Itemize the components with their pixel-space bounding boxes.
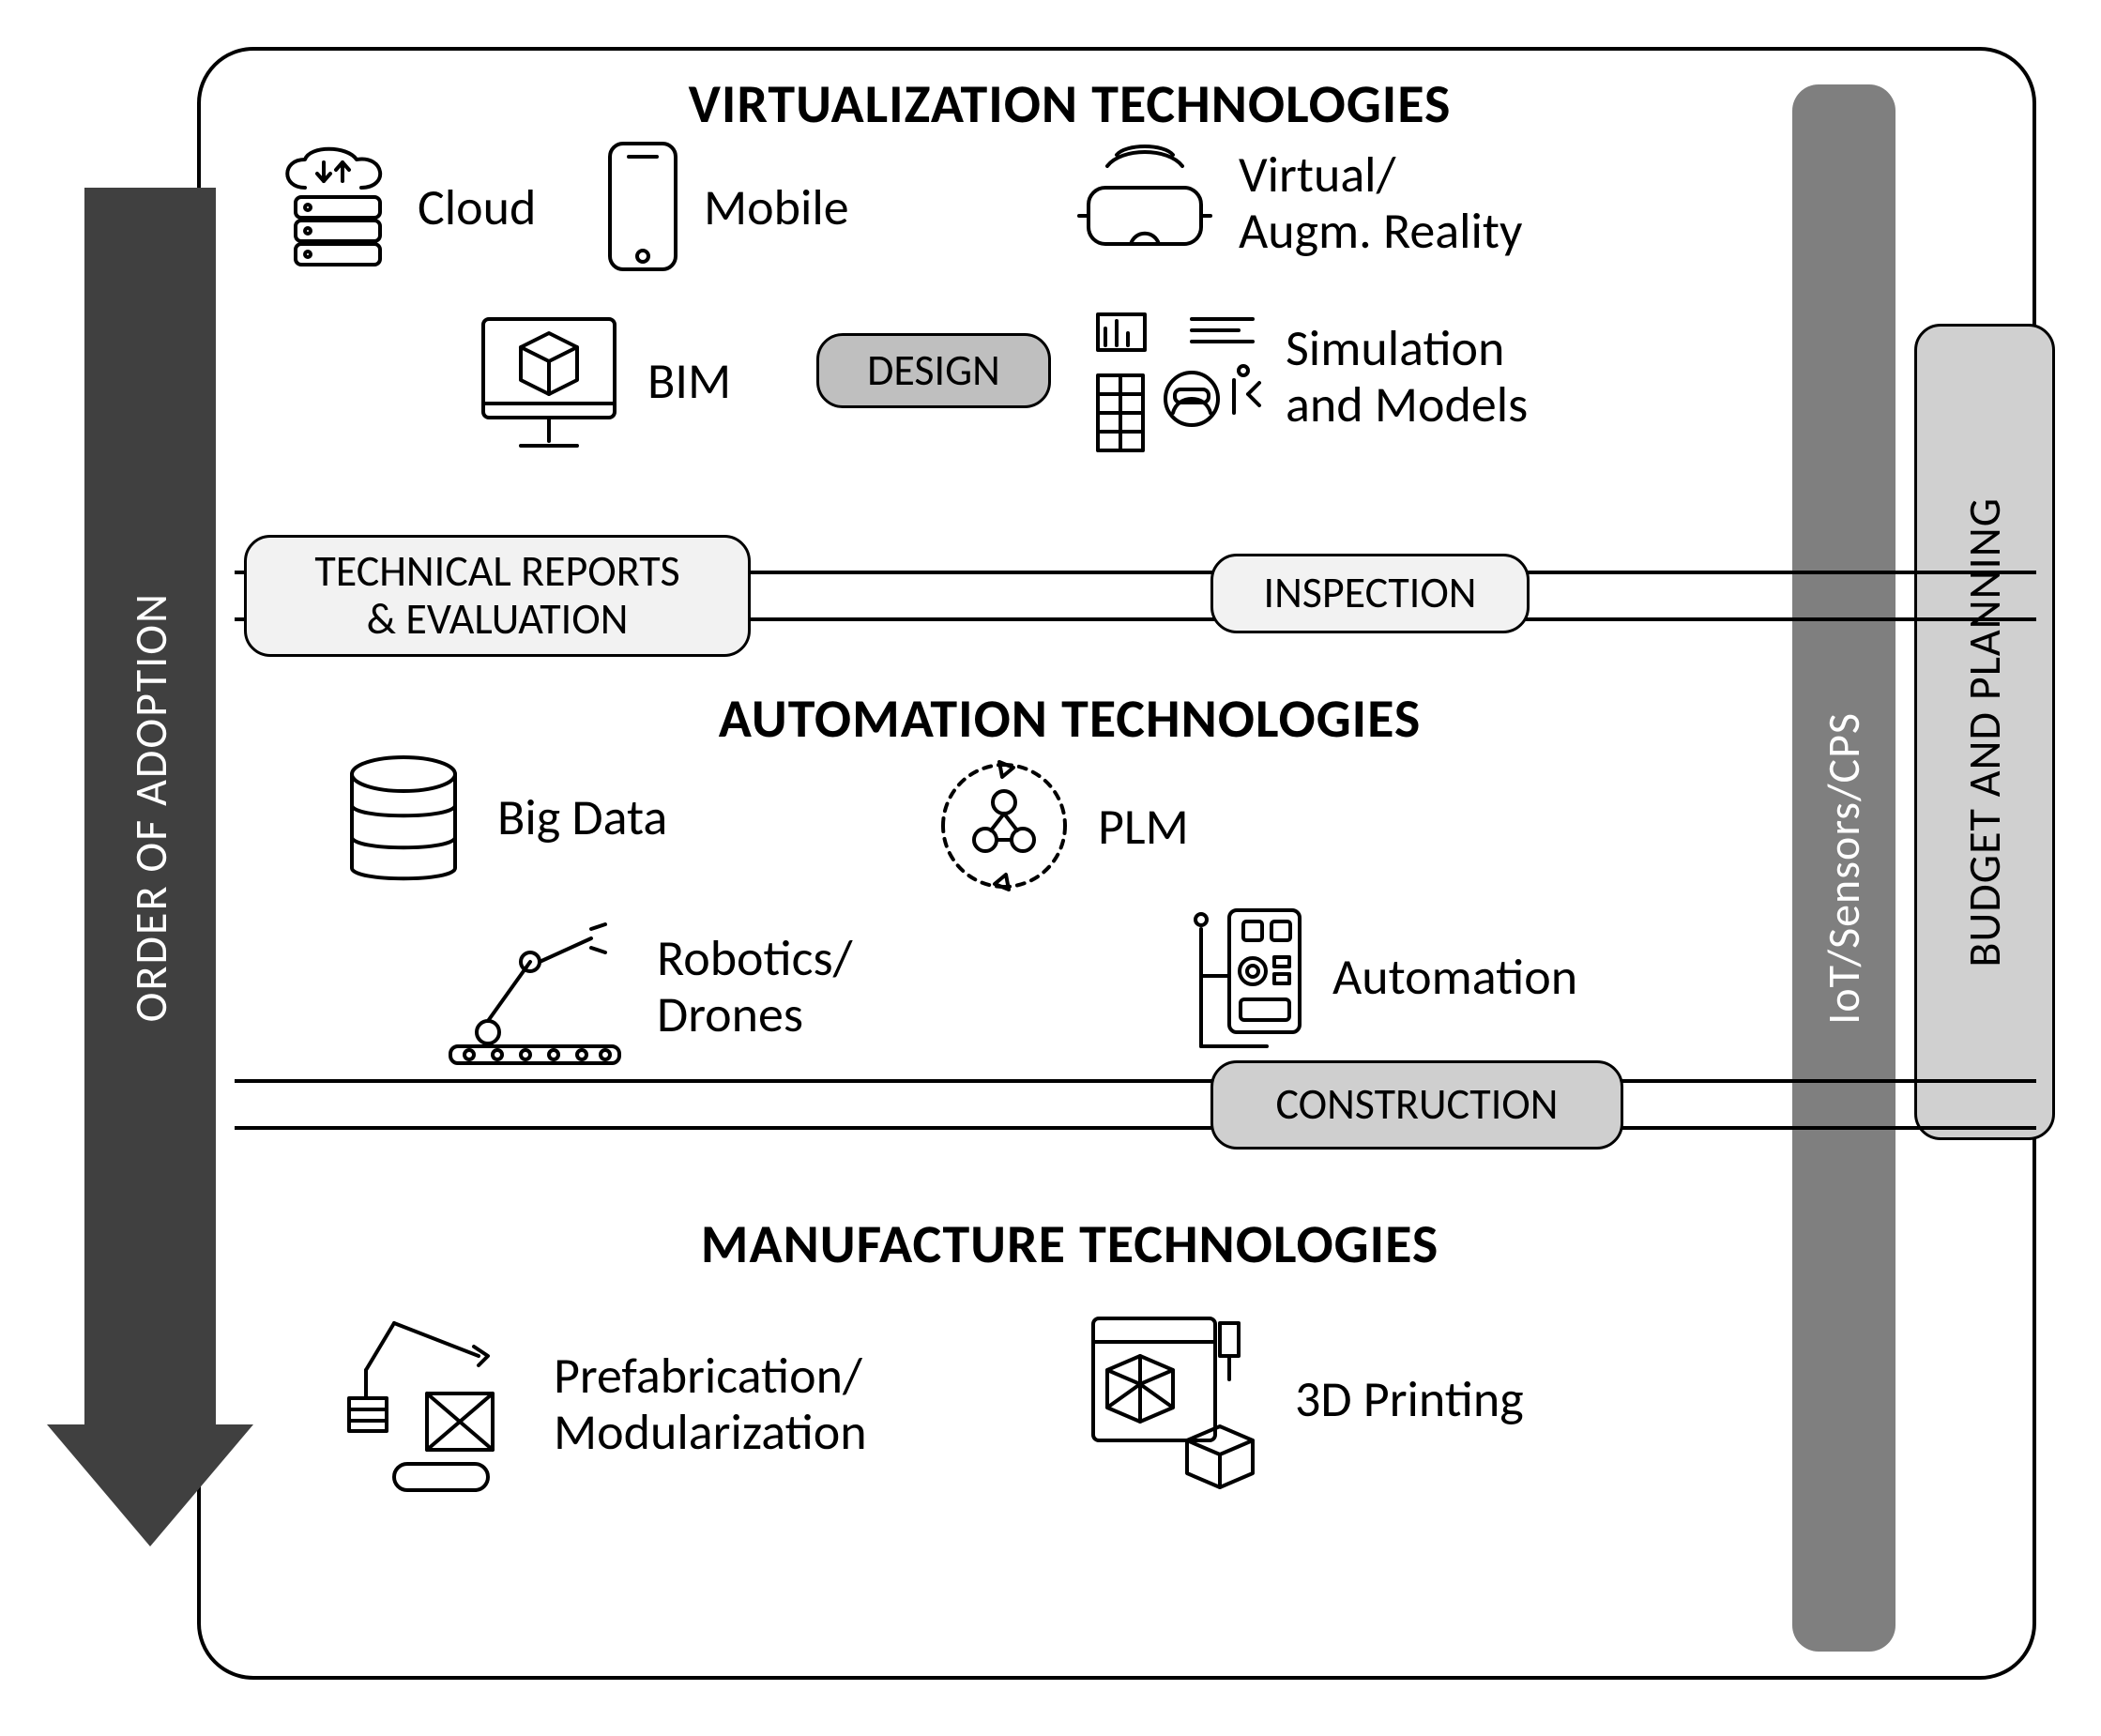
print3d-label: 3D Printing bbox=[1295, 1370, 1524, 1428]
construction-pill: CONSTRUCTION bbox=[1210, 1060, 1623, 1150]
cloud-label: Cloud bbox=[418, 178, 536, 236]
plm-label: PLM bbox=[1098, 798, 1189, 856]
vr-headset-icon bbox=[1070, 136, 1220, 267]
budget-bar: BUDGET AND PLANNING bbox=[1914, 324, 2055, 1140]
bigdata-label: Big Data bbox=[497, 788, 667, 846]
rule-mid-b bbox=[235, 1126, 2036, 1130]
cloud-server-icon bbox=[272, 145, 403, 267]
budget-bar-label: BUDGET AND PLANNING bbox=[1958, 497, 2010, 967]
robot-arm-icon bbox=[441, 910, 629, 1070]
robotics-l2: Drones bbox=[657, 985, 803, 1043]
tech-reports-l1: TECHNICAL REPORTS bbox=[314, 548, 679, 596]
robotics-l1: Robotics/ bbox=[657, 929, 852, 987]
smartphone-icon bbox=[596, 136, 690, 277]
inspection-label: INSPECTION bbox=[1263, 570, 1476, 617]
construction-label: CONSTRUCTION bbox=[1276, 1081, 1559, 1129]
iot-bar: IoT/Sensors/CPS bbox=[1792, 84, 1895, 1652]
prefab-l1: Prefabrication/ bbox=[554, 1347, 862, 1405]
design-pill: DESIGN bbox=[816, 333, 1051, 408]
tech-reports-l2: & EVALUATION bbox=[367, 596, 629, 644]
bim-monitor-icon bbox=[469, 310, 629, 460]
simulation-icon bbox=[1089, 300, 1267, 460]
prefab-icon bbox=[338, 1304, 535, 1501]
plm-cycle-icon bbox=[929, 751, 1079, 901]
tech-reports-pill: TECHNICAL REPORTS & EVALUATION bbox=[244, 535, 751, 657]
printer-3d-icon bbox=[1079, 1304, 1276, 1501]
design-pill-label: DESIGN bbox=[867, 347, 1000, 395]
automation-title: AUTOMATION TECHNOLOGIES bbox=[413, 685, 1727, 752]
automation-panel-icon bbox=[1154, 891, 1314, 1060]
adoption-arrow-label: ORDER OF ADOPTION bbox=[123, 592, 178, 1022]
rule-mid-a bbox=[235, 1079, 2036, 1083]
virtualization-title: VIRTUALIZATION TECHNOLOGIES bbox=[413, 70, 1727, 137]
manufacture-title: MANUFACTURE TECHNOLOGIES bbox=[413, 1211, 1727, 1277]
database-icon bbox=[338, 751, 469, 891]
bim-label: BIM bbox=[647, 352, 731, 410]
diagram-canvas: ORDER OF ADOPTION IoT/Sensors/CPS BUDGET… bbox=[38, 38, 2101, 1698]
vr-label-l2: Augm. Reality bbox=[1239, 202, 1522, 260]
prefab-l2: Modularization bbox=[554, 1403, 867, 1461]
sim-label-l2: and Models bbox=[1286, 375, 1528, 434]
adoption-arrow-body: ORDER OF ADOPTION bbox=[84, 188, 216, 1426]
sim-label-l1: Simulation bbox=[1286, 319, 1504, 377]
inspection-pill: INSPECTION bbox=[1210, 554, 1530, 633]
iot-bar-label: IoT/Sensors/CPS bbox=[1818, 712, 1869, 1025]
automation-label: Automation bbox=[1332, 948, 1577, 1006]
mobile-label: Mobile bbox=[704, 178, 849, 236]
adoption-arrow-head bbox=[47, 1424, 253, 1546]
vr-label-l1: Virtual/ bbox=[1239, 145, 1395, 204]
